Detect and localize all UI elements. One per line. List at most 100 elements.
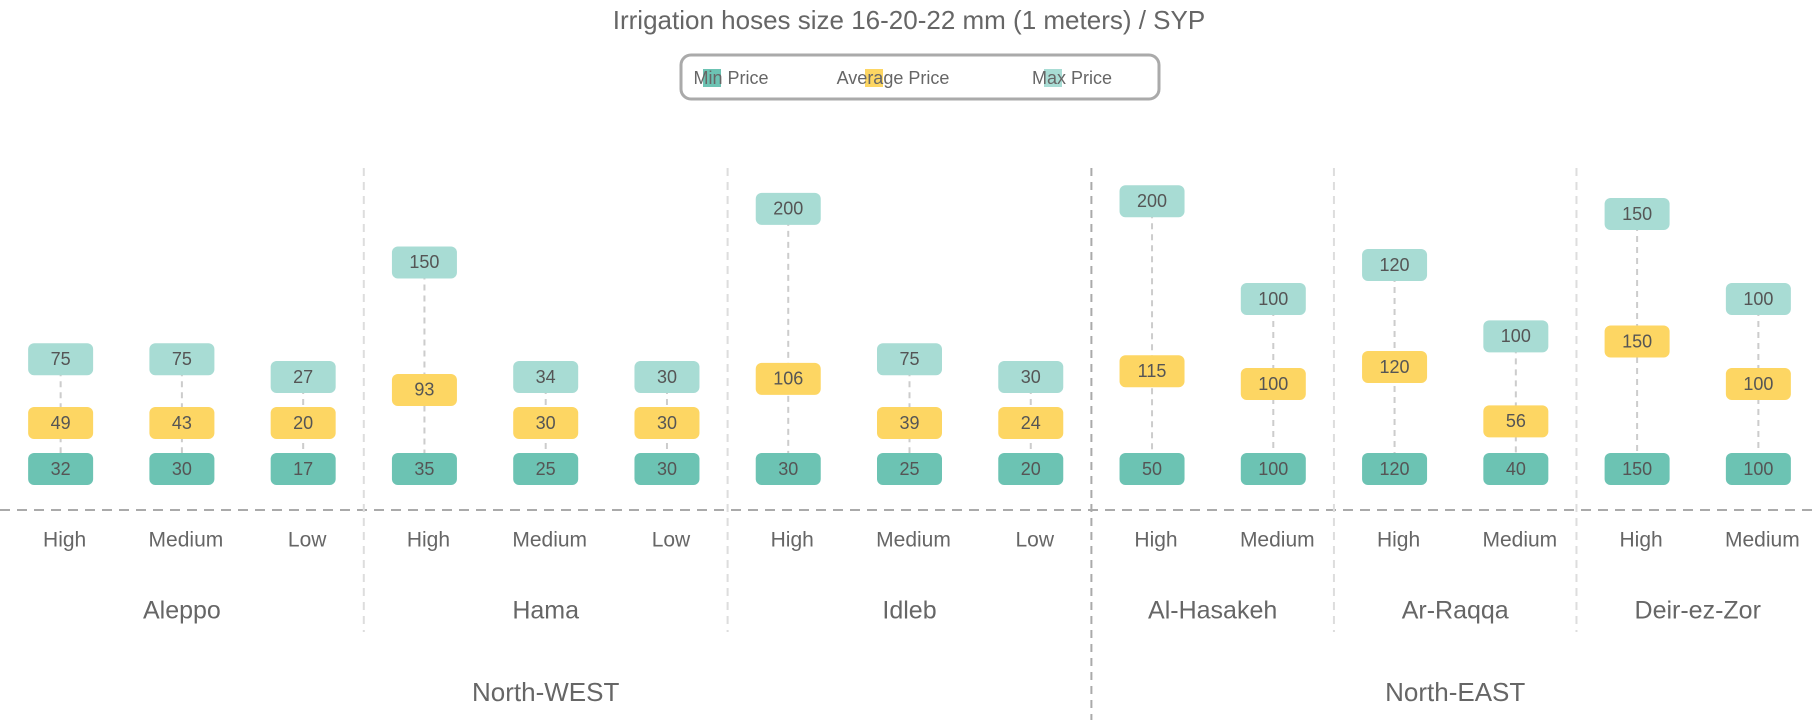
province-label: Idleb [882,597,936,625]
price-label: 120 [1380,357,1410,377]
price-box [270,453,336,485]
price-box [1240,453,1306,485]
category-label: Medium [1240,529,1315,552]
price-label: 150 [1622,331,1652,351]
price-label: 100 [1258,289,1288,309]
price-label: 106 [773,369,803,389]
category-label: Medium [876,529,951,552]
price-box [149,407,215,439]
price-label: 25 [899,459,919,479]
price-label: 56 [1506,411,1526,431]
price-box [998,361,1064,393]
price-box [634,361,700,393]
price-label: 40 [1506,459,1526,479]
price-label: 25 [536,459,556,479]
price-label: 150 [1622,459,1652,479]
price-box [149,453,215,485]
category-label: High [771,529,814,552]
category-label: Medium [512,529,587,552]
price-box [1483,320,1549,353]
price-box [1604,325,1670,358]
price-box [998,407,1064,439]
price-box [1119,355,1185,388]
category-label: Low [652,529,691,552]
price-box [877,453,942,485]
price-label: 34 [536,367,556,387]
province-label: Deir-ez-Zor [1635,597,1761,625]
price-label: 30 [657,367,677,387]
price-box [1119,453,1185,485]
price-label: 100 [1501,326,1531,346]
price-box [634,453,700,485]
price-box [1362,453,1428,485]
price-label: 30 [172,459,192,479]
price-label: 200 [1137,191,1167,211]
price-box [28,343,94,376]
price-box [270,407,336,439]
price-label: 30 [536,413,556,433]
price-box [391,246,457,279]
price-box [755,192,821,225]
price-label: 30 [657,413,677,433]
price-label: 24 [1021,413,1041,433]
price-label: 100 [1258,374,1288,394]
category-label: Medium [1482,529,1557,552]
province-label: Aleppo [143,597,221,625]
price-box [1604,453,1670,485]
price-box [634,407,700,439]
price-box [755,453,821,485]
price-box [1240,368,1306,400]
price-box [270,361,336,393]
price-box [513,361,579,393]
price-box [1725,368,1791,400]
price-box [1119,185,1185,218]
price-box [877,407,942,439]
legend-label: Average Price [837,68,950,88]
region-label: North-EAST [1385,677,1525,707]
price-label: 49 [51,413,71,433]
category-label: Medium [1725,529,1800,552]
category-label: High [43,529,86,552]
price-label: 115 [1138,361,1167,381]
price-box [1725,283,1791,315]
price-box [1240,283,1306,315]
price-box [1725,453,1791,485]
legend-swatch [865,69,883,87]
chart-title: Irrigation hoses size 16-20-22 mm (1 met… [613,5,1205,35]
province-label: Al-Hasakeh [1148,597,1277,625]
price-label: 27 [293,367,313,387]
price-label: 75 [172,349,192,369]
price-label: 120 [1380,255,1410,275]
price-label: 17 [293,459,313,479]
price-label: 30 [657,459,677,479]
legend-box [679,53,1161,101]
price-box [1604,198,1670,230]
price-box [513,453,579,485]
price-box [391,373,457,406]
price-box [877,343,942,376]
category-label: High [1619,529,1662,552]
price-label: 30 [778,459,798,479]
category-label: High [407,529,450,552]
legend-swatch [1044,69,1062,87]
price-box [1483,453,1549,485]
price-box [149,343,215,376]
price-label: 50 [1142,459,1162,479]
price-box [28,453,94,485]
price-box [1362,249,1428,281]
region-label: North-WEST [472,677,619,707]
price-box [1483,405,1549,438]
price-label: 32 [51,459,71,479]
price-box [28,407,94,439]
province-label: Hama [512,597,579,625]
price-label: 30 [1021,367,1041,387]
price-label: 35 [414,459,434,479]
price-label: 100 [1743,459,1773,479]
legend-swatch [703,69,721,87]
price-label: 43 [172,413,192,433]
price-label: 20 [1021,459,1041,479]
price-label: 39 [899,413,919,433]
price-label: 93 [414,380,434,400]
price-box [513,407,579,439]
